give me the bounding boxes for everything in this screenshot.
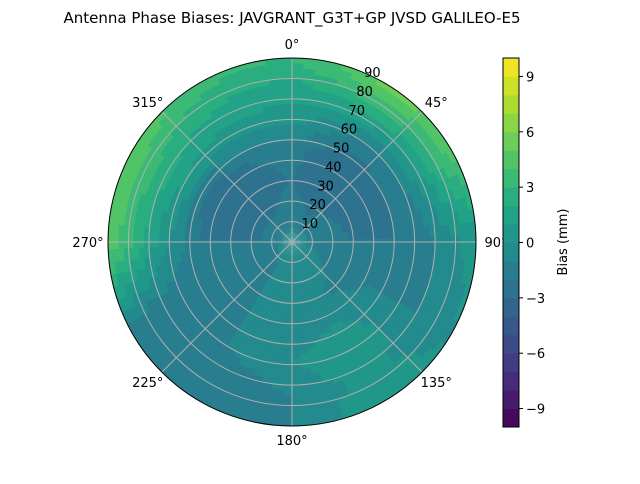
colorbar-band (503, 261, 519, 280)
contour-cell (284, 134, 293, 140)
colorbar-tick-label: −6 (526, 347, 545, 362)
contour-cell (291, 354, 300, 360)
colorbar-tick-label: 6 (526, 126, 534, 141)
colorbar-band (503, 113, 519, 132)
angular-tick-label: 270° (72, 236, 103, 251)
contour-cell (286, 165, 292, 171)
colorbar-band (503, 335, 519, 354)
contour-cell (291, 349, 300, 355)
colorbar-tick-label: 0 (526, 237, 534, 252)
colorbar-label: Bias (mm) (556, 209, 571, 276)
colorbar-tick-label: 3 (526, 181, 534, 196)
colorbar-band (503, 76, 519, 95)
colorbar-tick-label: 9 (526, 70, 534, 85)
colorbar-band (503, 316, 519, 335)
colorbar-band (503, 353, 519, 372)
radial-tick-label: 50 (333, 142, 350, 157)
colorbar-band (503, 95, 519, 114)
colorbar-band (503, 206, 519, 225)
colorbar-band (503, 372, 519, 391)
radial-tick-label: 20 (309, 198, 326, 213)
polar-grid (108, 58, 476, 426)
colorbar-band (503, 390, 519, 409)
radial-tick-label: 10 (302, 217, 319, 232)
angular-tick-label: 180° (276, 434, 307, 449)
contour-cell (291, 344, 300, 350)
colorbar-band (503, 243, 519, 262)
contour-cell (292, 329, 299, 335)
contour-cell (285, 154, 292, 160)
colorbar-band (503, 224, 519, 243)
colorbar-band (503, 150, 519, 169)
contour-cell (292, 313, 298, 319)
radial-tick-label: 70 (348, 104, 365, 119)
angular-tick-label: 315° (132, 96, 163, 111)
contour-cell (283, 124, 292, 130)
colorbar-band (503, 169, 519, 188)
radial-tick-label: 80 (356, 85, 373, 100)
angular-tick-label: 225° (132, 376, 163, 391)
contour-cell (285, 149, 292, 155)
contour-cell (284, 129, 293, 135)
angular-tick-label: 135° (421, 376, 452, 391)
contour-cell (292, 324, 299, 330)
contour-cell (285, 144, 293, 150)
colorbar-band (503, 132, 519, 151)
chart-title: Antenna Phase Biases: JAVGRANT_G3T+GP JV… (63, 9, 520, 28)
colorbar: −9 −6 −3 0 3 6 9 (503, 58, 545, 428)
angular-tick-label: 0° (285, 38, 300, 53)
colorbar-tick-label: −3 (526, 292, 545, 307)
colorbar-tick-label: −9 (526, 403, 545, 418)
colorbar-band (503, 58, 519, 77)
radial-tick-label: 30 (317, 179, 334, 194)
colorbar-band (503, 298, 519, 317)
radial-tick-label: 40 (325, 160, 342, 175)
radial-tick-label: 60 (341, 123, 358, 138)
contour-cell (291, 334, 299, 340)
angular-tick-label: 45° (425, 96, 448, 111)
radial-tick-label: 90 (364, 66, 381, 81)
colorbar-band (503, 187, 519, 206)
colorbar-band (503, 409, 519, 428)
colorbar-band (503, 279, 519, 298)
